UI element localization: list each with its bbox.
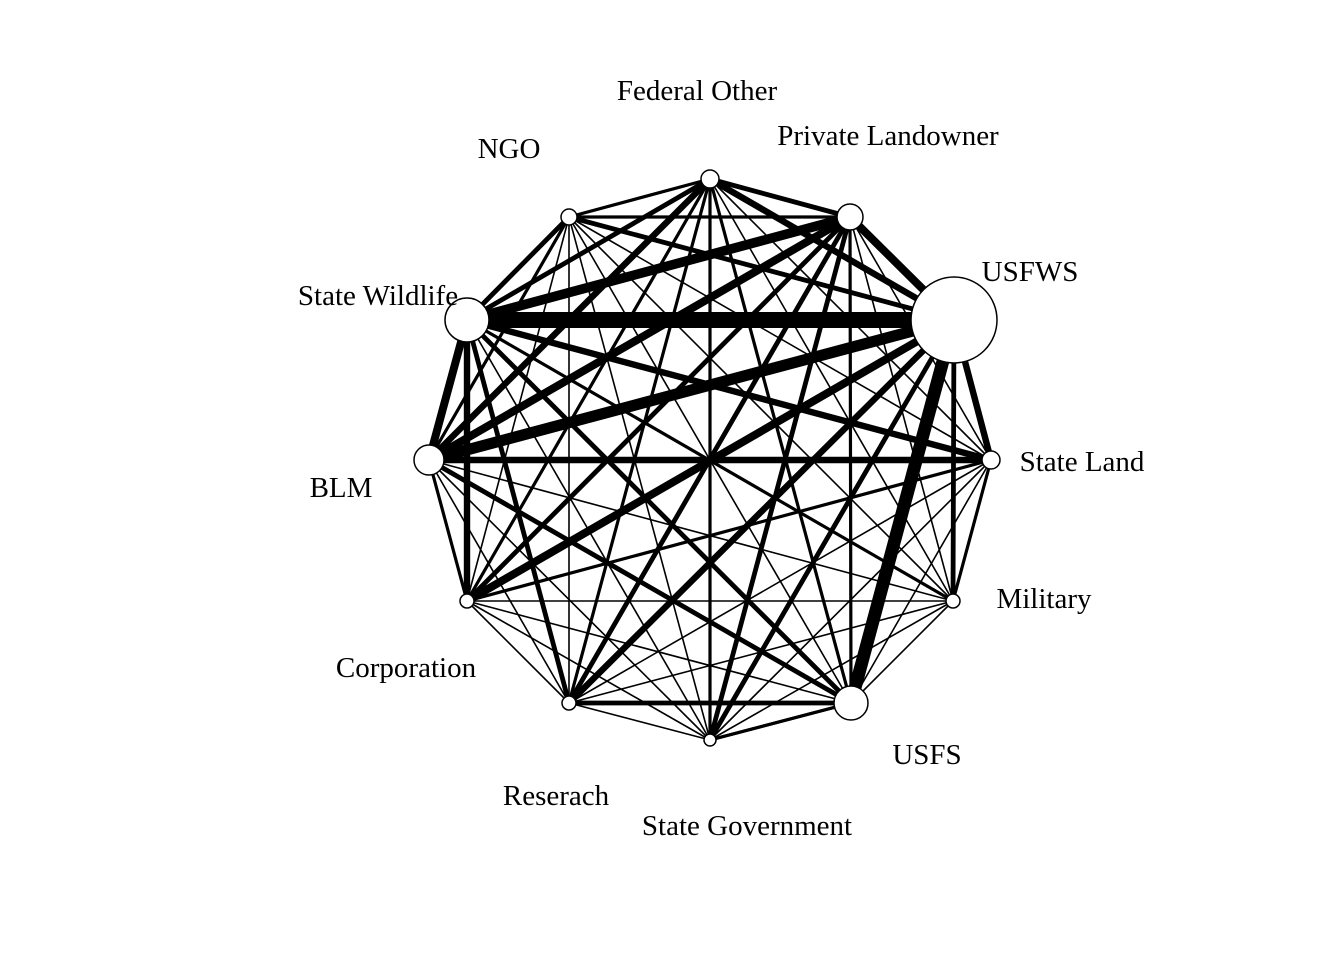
edge-blm-usfs bbox=[426, 457, 854, 706]
nodes-layer bbox=[413, 169, 1001, 747]
edge-federal-other-usfs bbox=[708, 177, 853, 705]
edge-military-state-government bbox=[709, 600, 954, 741]
edge-ngo-state-wildlife bbox=[464, 214, 572, 323]
label-blm: BLM bbox=[310, 472, 373, 504]
edge-state-government-usfws bbox=[707, 317, 957, 743]
label-reserach: Reserach bbox=[503, 780, 610, 812]
edge-federal-other-reserach bbox=[567, 177, 712, 705]
node-private-landowner bbox=[836, 203, 864, 231]
edge-ngo-military bbox=[568, 216, 954, 602]
node-usfs bbox=[833, 685, 869, 721]
node-state-government bbox=[703, 733, 717, 747]
node-reserach bbox=[561, 695, 577, 711]
node-usfws bbox=[910, 276, 998, 364]
edge-federal-other-usfws bbox=[706, 175, 958, 324]
edge-state-wildlife-usfs bbox=[464, 317, 854, 706]
label-corporation: Corporation bbox=[336, 652, 477, 684]
edge-state-wildlife-state-land bbox=[463, 316, 995, 464]
edge-military-usfs bbox=[850, 600, 954, 704]
edge-state-wildlife-private-landowner bbox=[462, 212, 855, 325]
label-state-land: State Land bbox=[1020, 446, 1145, 478]
node-blm bbox=[413, 444, 445, 476]
node-military bbox=[945, 593, 961, 609]
edge-state-government-blm bbox=[428, 459, 711, 741]
edge-usfws-usfs bbox=[844, 313, 961, 710]
label-ngo: NGO bbox=[478, 133, 541, 165]
edge-state-land-military bbox=[951, 458, 993, 603]
label-state-government: State Government bbox=[642, 810, 852, 842]
label-usfws: USFWS bbox=[982, 256, 1079, 288]
node-state-wildlife bbox=[444, 297, 490, 343]
edge-blm-private-landowner bbox=[425, 213, 854, 464]
edge-federal-other-private-landowner bbox=[707, 176, 853, 220]
label-federal-other: Federal Other bbox=[617, 75, 778, 107]
label-state-wildlife: State Wildlife bbox=[298, 280, 458, 312]
node-federal-other bbox=[700, 169, 720, 189]
edge-state-government-private-landowner bbox=[707, 214, 853, 743]
label-military: Military bbox=[996, 583, 1092, 615]
edge-ngo-state-government bbox=[568, 216, 711, 741]
edge-military-blm bbox=[428, 459, 954, 602]
edge-blm-corporation bbox=[427, 458, 469, 603]
edge-state-wildlife-federal-other bbox=[464, 176, 713, 323]
edge-blm-usfws bbox=[423, 314, 960, 466]
edge-state-land-reserach bbox=[568, 459, 992, 704]
label-usfs: USFS bbox=[892, 739, 961, 771]
edge-state-government-reserach bbox=[568, 702, 711, 741]
node-state-land bbox=[981, 450, 1001, 470]
edge-reserach-corporation bbox=[466, 600, 570, 704]
edge-reserach-state-wildlife bbox=[464, 317, 572, 706]
node-ngo bbox=[560, 208, 578, 226]
label-private-landowner: Private Landowner bbox=[777, 120, 999, 152]
labels-layer: Federal Other Private Landowner USFWS St… bbox=[298, 75, 1145, 842]
edge-corporation-private-landowner bbox=[464, 214, 853, 604]
edge-reserach-usfws bbox=[565, 316, 958, 707]
edge-usfs-state-government bbox=[708, 701, 853, 742]
node-corporation bbox=[459, 593, 475, 609]
edge-federal-other-ngo bbox=[567, 177, 712, 219]
edges-layer bbox=[423, 175, 995, 743]
edge-state-wildlife-blm bbox=[425, 316, 471, 464]
edge-corporation-usfws bbox=[463, 316, 958, 605]
